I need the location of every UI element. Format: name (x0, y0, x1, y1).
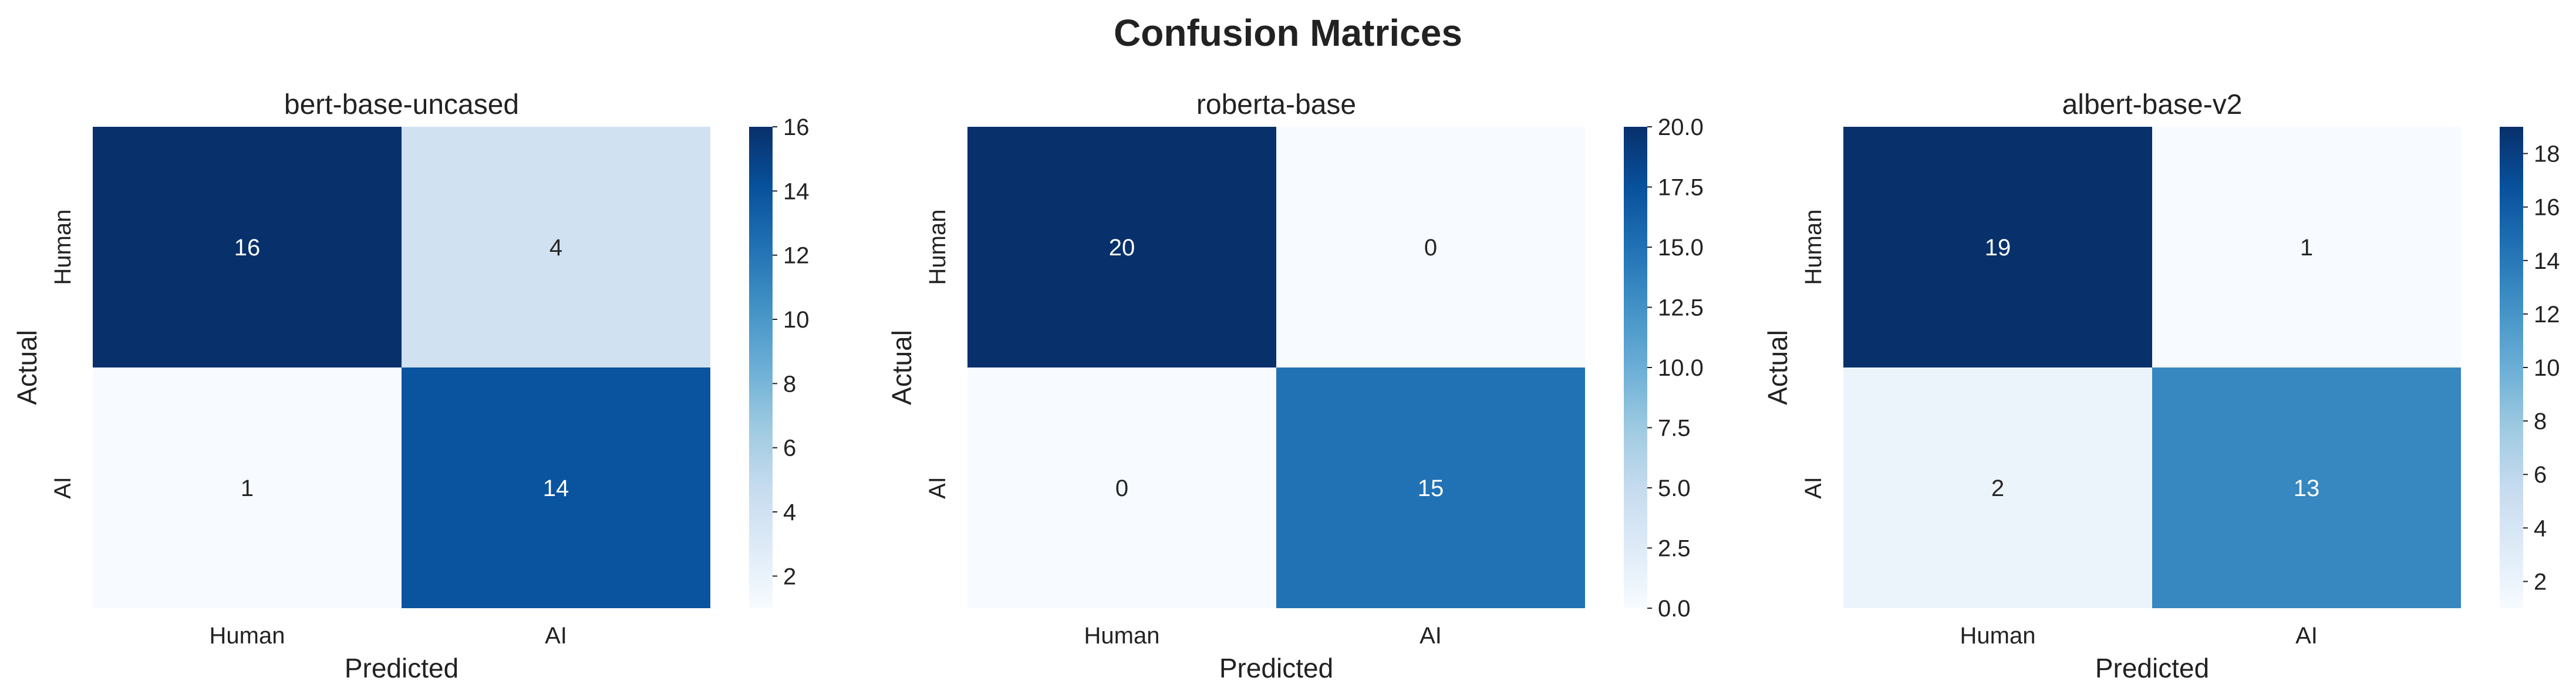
colorbar-tick-label: 6 (2534, 462, 2547, 488)
y-axis-label: Actual (886, 330, 917, 405)
panel-title: bert-base-uncased (284, 89, 519, 120)
colorbar-tick-label: 2 (783, 564, 796, 589)
colorbar-tick-label: 8 (783, 371, 796, 397)
y-axis-label: Actual (12, 330, 42, 405)
y-tick-label: AI (925, 477, 950, 499)
heatmap-cell (1843, 127, 2152, 367)
cell-value-label: 20 (1109, 235, 1135, 261)
colorbar-tick-label: 14 (783, 178, 810, 204)
colorbar-tick-label: 2 (2534, 569, 2547, 595)
colorbar-tick-label: 12 (2534, 302, 2560, 328)
y-tick-label: Human (50, 210, 76, 285)
x-axis-label: Predicted (2095, 653, 2209, 683)
colorbar-tick-label: 7.5 (1658, 416, 1691, 441)
heatmap-cell (2152, 367, 2461, 608)
heatmap-panel: roberta-base 20 0 0 15 Human AI Human AI Predicte… (886, 89, 1704, 683)
colorbar-tick-label: 0.0 (1658, 596, 1691, 622)
heatmap-cell (967, 127, 1276, 367)
colorbar-tick-label: 6 (783, 436, 796, 461)
colorbar-tick-label: 14 (2534, 248, 2560, 274)
heatmap-cell (2152, 127, 2461, 367)
cell-value-label: 4 (549, 235, 562, 261)
colorbar-tick-label: 4 (783, 500, 796, 525)
colorbar-tick-label: 16 (783, 114, 810, 140)
cell-value-label: 0 (1115, 476, 1128, 501)
colorbar-tick-label: 10 (2534, 355, 2560, 381)
cell-value-label: 13 (2294, 476, 2320, 501)
x-tick-label: Human (1960, 623, 2036, 649)
colorbar-tick-label: 4 (2534, 515, 2547, 541)
heatmap-cell (93, 127, 402, 367)
heatmap-cell (402, 127, 710, 367)
cell-value-label: 1 (241, 476, 254, 501)
cell-value-label: 16 (234, 235, 261, 261)
colorbar-tick-label: 18 (2534, 141, 2560, 167)
colorbar-tick-label: 17.5 (1658, 175, 1704, 201)
cell-value-label: 0 (1424, 235, 1437, 261)
colorbar-tick-label: 16 (2534, 195, 2560, 221)
colorbar-tick-label: 8 (2534, 409, 2547, 434)
heatmap-cell (93, 367, 402, 608)
x-tick-label: Human (1084, 623, 1160, 649)
colorbar-tick-label: 15.0 (1658, 235, 1704, 261)
x-axis-label: Predicted (345, 653, 458, 683)
colorbar (2500, 127, 2523, 608)
colorbar (1624, 127, 1647, 608)
colorbar-tick-label: 2.5 (1658, 536, 1691, 562)
x-tick-label: Human (210, 623, 285, 649)
x-tick-label: AI (1420, 623, 1442, 649)
y-tick-label: Human (925, 210, 950, 285)
colorbar-tick-label: 10.0 (1658, 355, 1704, 381)
heatmap-cell (967, 367, 1276, 608)
colorbar-tick-label: 12.5 (1658, 295, 1704, 321)
colorbar-tick-label: 5.0 (1658, 476, 1691, 501)
cell-value-label: 14 (543, 476, 569, 501)
colorbar (749, 127, 773, 608)
y-tick-label: AI (1800, 477, 1826, 499)
cell-value-label: 1 (2300, 235, 2313, 261)
colorbar-tick-label: 12 (783, 243, 810, 269)
panel-title: roberta-base (1196, 89, 1356, 120)
y-tick-label: Human (1800, 210, 1826, 285)
heatmap-cell (1276, 367, 1585, 608)
cell-value-label: 2 (1991, 476, 2004, 501)
y-axis-label: Actual (1762, 330, 1793, 405)
colorbar-tick-label: 20.0 (1658, 114, 1704, 140)
x-tick-label: AI (545, 623, 567, 649)
heatmap-panel: bert-base-uncased 16 4 1 14 Human AI Human AI Pre… (12, 89, 810, 683)
x-tick-label: AI (2295, 623, 2318, 649)
heatmap-cell (402, 367, 710, 608)
cell-value-label: 15 (1418, 476, 1444, 501)
y-tick-label: AI (50, 477, 76, 499)
x-axis-label: Predicted (1219, 653, 1333, 683)
cell-value-label: 19 (1985, 235, 2011, 261)
panel-title: albert-base-v2 (2062, 89, 2243, 120)
colorbar-tick-label: 10 (783, 307, 810, 333)
heatmap-cell (1843, 367, 2152, 608)
heatmap-cell (1276, 127, 1585, 367)
figure-title: Confusion Matrices (1114, 12, 1462, 54)
